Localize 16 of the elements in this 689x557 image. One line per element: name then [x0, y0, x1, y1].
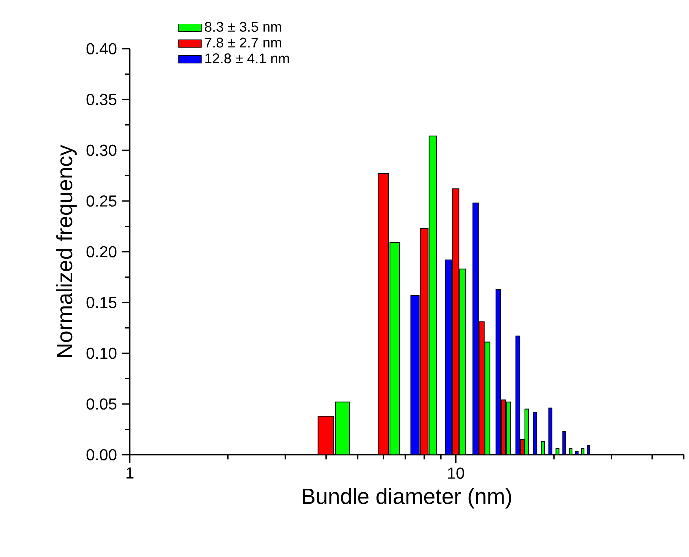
x-tick-label: 1 — [126, 468, 134, 479]
y-tick-label: 0.30 — [86, 144, 117, 156]
y-tick-label: 0.00 — [86, 449, 117, 461]
x-axis-title: Bundle diameter (nm) — [303, 488, 512, 509]
y-tick-label: 0.20 — [86, 246, 117, 258]
y-axis-title: Normalized frequency — [56, 145, 77, 358]
y-tick-label: 0.15 — [86, 297, 117, 308]
y-tick-label: 0.10 — [86, 348, 117, 360]
y-tick-label: 0.40 — [86, 43, 117, 55]
legend-label: 8.3 ± 3.5 nm — [205, 22, 282, 32]
y-tick-label: 0.05 — [86, 398, 117, 410]
legend-label: 12.8 ± 4.1 nm — [206, 54, 290, 64]
y-tick-label: 0.25 — [86, 196, 117, 207]
x-tick-label: 10 — [448, 468, 464, 480]
y-tick-label: 0.35 — [86, 94, 117, 106]
legend-label: 7.8 ± 2.7 nm — [205, 38, 282, 48]
